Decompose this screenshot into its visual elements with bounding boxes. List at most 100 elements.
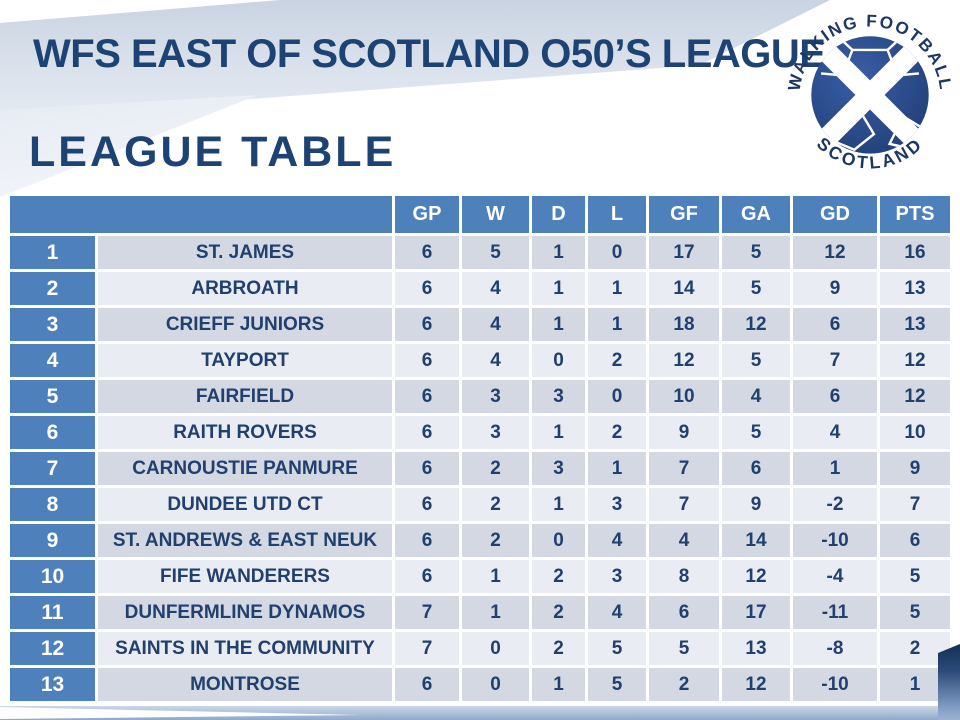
table-row: 3 CRIEFF JUNIORS 6 4 1 1 18 12 6 13: [10, 308, 950, 341]
column-header-pts: PTS: [880, 196, 950, 233]
ga-cell: 17: [722, 596, 790, 629]
team-cell: ST. JAMES: [98, 236, 392, 269]
d-cell: 1: [532, 272, 585, 305]
gp-cell: 6: [395, 416, 459, 449]
gd-cell: 9: [793, 272, 877, 305]
league-table: GP W D L GF GA GD PTS 1 ST. JAMES 6 5 1 …: [10, 196, 950, 704]
ga-cell: 5: [722, 272, 790, 305]
team-cell: DUNFERMLINE DYNAMOS: [98, 596, 392, 629]
position-cell: 12: [10, 632, 95, 665]
l-cell: 4: [588, 524, 646, 557]
gp-cell: 6: [395, 560, 459, 593]
position-cell: 6: [10, 416, 95, 449]
position-cell: 13: [10, 668, 95, 701]
team-cell: FAIRFIELD: [98, 380, 392, 413]
pts-cell: 16: [880, 236, 950, 269]
d-cell: 3: [532, 452, 585, 485]
gf-cell: 7: [649, 452, 719, 485]
team-cell: TAYPORT: [98, 344, 392, 377]
pts-cell: 5: [880, 560, 950, 593]
team-cell: CARNOUSTIE PANMURE: [98, 452, 392, 485]
gd-cell: -2: [793, 488, 877, 521]
pts-cell: 12: [880, 380, 950, 413]
gf-cell: 17: [649, 236, 719, 269]
gp-cell: 6: [395, 344, 459, 377]
team-cell: FIFE WANDERERS: [98, 560, 392, 593]
gf-cell: 6: [649, 596, 719, 629]
gd-cell: 12: [793, 236, 877, 269]
table-row: 2 ARBROATH 6 4 1 1 14 5 9 13: [10, 272, 950, 305]
section-title: LEAGUE TABLE: [29, 128, 397, 176]
ga-cell: 13: [722, 632, 790, 665]
gf-cell: 7: [649, 488, 719, 521]
ga-cell: 12: [722, 560, 790, 593]
l-cell: 1: [588, 452, 646, 485]
table-row: 9 ST. ANDREWS & EAST NEUK 6 2 0 4 4 14 -…: [10, 524, 950, 557]
gp-cell: 7: [395, 596, 459, 629]
table-row: 6 RAITH ROVERS 6 3 1 2 9 5 4 10: [10, 416, 950, 449]
position-cell: 4: [10, 344, 95, 377]
column-header-gf: GF: [649, 196, 719, 233]
page-title: WFS EAST OF SCOTLAND O50’S LEAGUE: [33, 32, 826, 76]
l-cell: 1: [588, 308, 646, 341]
d-cell: 3: [532, 380, 585, 413]
d-cell: 2: [532, 596, 585, 629]
gf-cell: 5: [649, 632, 719, 665]
team-cell: ARBROATH: [98, 272, 392, 305]
gp-cell: 6: [395, 272, 459, 305]
gf-cell: 12: [649, 344, 719, 377]
football-icon: [811, 36, 929, 154]
d-cell: 1: [532, 668, 585, 701]
position-cell: 1: [10, 236, 95, 269]
table-row: 12 SAINTS IN THE COMMUNITY 7 0 2 5 5 13 …: [10, 632, 950, 665]
team-cell: MONTROSE: [98, 668, 392, 701]
gf-cell: 10: [649, 380, 719, 413]
gp-cell: 6: [395, 236, 459, 269]
w-cell: 1: [462, 560, 529, 593]
pts-cell: 6: [880, 524, 950, 557]
team-cell: ST. ANDREWS & EAST NEUK: [98, 524, 392, 557]
l-cell: 2: [588, 416, 646, 449]
walking-football-scotland-logo: WALKING FOOTBALL SCOTLAND: [785, 11, 954, 172]
gf-cell: 2: [649, 668, 719, 701]
l-cell: 1: [588, 272, 646, 305]
gp-cell: 6: [395, 308, 459, 341]
gf-cell: 8: [649, 560, 719, 593]
w-cell: 2: [462, 452, 529, 485]
gd-cell: 1: [793, 452, 877, 485]
table-header-row: GP W D L GF GA GD PTS: [10, 196, 950, 233]
position-cell: 10: [10, 560, 95, 593]
pts-cell: 12: [880, 344, 950, 377]
gd-cell: -10: [793, 668, 877, 701]
pts-cell: 5: [880, 596, 950, 629]
column-header-d: D: [532, 196, 585, 233]
team-cell: DUNDEE UTD CT: [98, 488, 392, 521]
w-cell: 3: [462, 380, 529, 413]
position-cell: 7: [10, 452, 95, 485]
team-cell: CRIEFF JUNIORS: [98, 308, 392, 341]
w-cell: 1: [462, 596, 529, 629]
w-cell: 2: [462, 524, 529, 557]
bottom-banner-strip: [0, 706, 960, 720]
l-cell: 5: [588, 632, 646, 665]
gf-cell: 18: [649, 308, 719, 341]
gd-cell: 6: [793, 308, 877, 341]
l-cell: 3: [588, 488, 646, 521]
column-header-gp: GP: [395, 196, 459, 233]
pts-cell: 10: [880, 416, 950, 449]
table-row: 11 DUNFERMLINE DYNAMOS 7 1 2 4 6 17 -11 …: [10, 596, 950, 629]
d-cell: 0: [532, 524, 585, 557]
position-cell: 2: [10, 272, 95, 305]
position-cell: 11: [10, 596, 95, 629]
gp-cell: 6: [395, 668, 459, 701]
table-row: 13 MONTROSE 6 0 1 5 2 12 -10 1: [10, 668, 950, 701]
table-body: 1 ST. JAMES 6 5 1 0 17 5 12 16 2 ARBROAT…: [10, 236, 950, 701]
d-cell: 1: [532, 308, 585, 341]
position-cell: 9: [10, 524, 95, 557]
w-cell: 0: [462, 668, 529, 701]
gf-cell: 9: [649, 416, 719, 449]
pts-cell: 7: [880, 488, 950, 521]
l-cell: 5: [588, 668, 646, 701]
d-cell: 1: [532, 416, 585, 449]
